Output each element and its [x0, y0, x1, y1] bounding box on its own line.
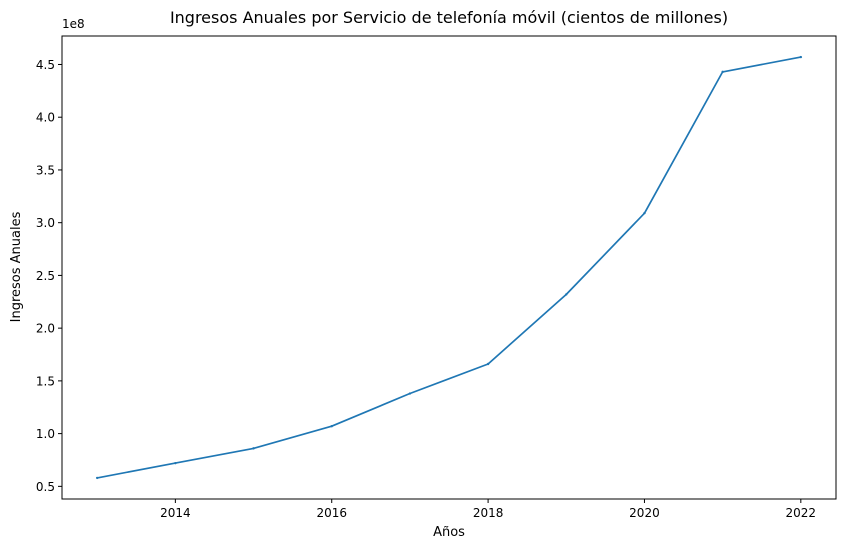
data-point	[330, 425, 333, 428]
y-axis-label: Ingresos Anuales	[9, 211, 24, 322]
x-tick-label: 2016	[316, 506, 347, 520]
data-point	[721, 70, 724, 74]
plot-area: 0.5 1.0 1.5 2.0 2.5 3.0 3.5 4.0 4.5 2014 2016 2018…	[36, 35, 837, 520]
y-tick-label: 3.0	[36, 216, 55, 230]
data-point	[95, 476, 99, 480]
x-tick-label: 2018	[473, 506, 504, 520]
y-offset-label: 1e8	[62, 17, 85, 31]
data-point	[643, 211, 646, 215]
data-point	[408, 392, 412, 395]
y-tick-label: 1.0	[36, 427, 55, 441]
y-tick-label: 4.0	[36, 111, 55, 125]
y-tick-label: 2.5	[36, 269, 55, 283]
y-tick-label: 1.5	[36, 374, 55, 388]
y-tick-label: 4.5	[36, 58, 55, 72]
y-tick-label: 2.0	[36, 322, 55, 336]
x-tick-label: 2022	[786, 506, 817, 520]
data-point	[565, 293, 568, 296]
y-tick-label: 0.5	[36, 480, 55, 494]
y-axis: 0.5 1.0 1.5 2.0 2.5 3.0 3.5 4.0 4.5	[36, 58, 62, 494]
series-line	[97, 56, 801, 479]
x-axis-label: Años	[433, 525, 465, 540]
data-point	[486, 362, 490, 366]
data-point	[799, 55, 803, 59]
x-tick-label: 2020	[629, 506, 660, 520]
data-point	[252, 447, 255, 450]
chart-title: Ingresos Anuales por Servicio de telefon…	[170, 8, 728, 27]
y-tick-label: 3.5	[36, 163, 55, 177]
x-axis: 2014 2016 2018 2020 2022	[160, 499, 816, 520]
data-point	[174, 461, 177, 465]
x-tick-label: 2014	[160, 506, 191, 520]
plot-frame	[61, 35, 837, 500]
